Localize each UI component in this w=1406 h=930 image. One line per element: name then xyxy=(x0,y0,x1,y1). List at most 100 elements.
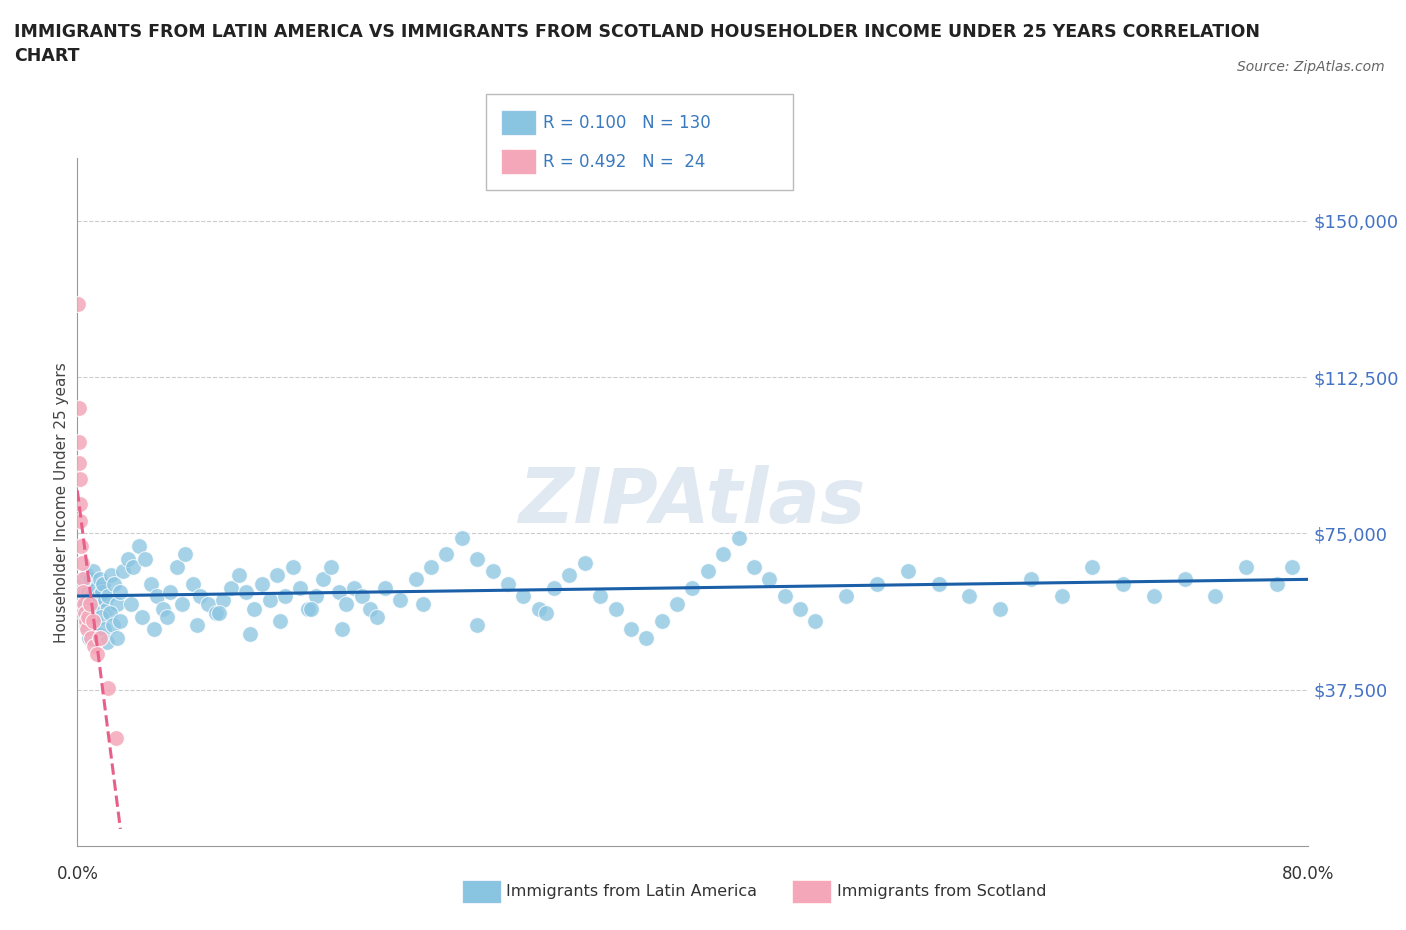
Point xyxy=(131,609,153,624)
Point xyxy=(100,567,122,582)
Point xyxy=(108,614,131,629)
Point xyxy=(105,597,128,612)
Point xyxy=(312,572,335,587)
Point xyxy=(319,560,342,575)
Point xyxy=(436,547,458,562)
Point xyxy=(96,634,118,649)
Point xyxy=(420,560,443,575)
Point xyxy=(120,597,142,612)
Point xyxy=(67,455,90,470)
Point xyxy=(1265,576,1288,591)
Text: R = 0.100   N = 130: R = 0.100 N = 130 xyxy=(543,113,710,132)
Point xyxy=(94,592,117,607)
Point xyxy=(146,589,169,604)
Point xyxy=(228,567,250,582)
Point xyxy=(155,609,177,624)
Point xyxy=(366,609,388,624)
Point xyxy=(789,601,811,616)
Point xyxy=(90,584,114,599)
Point xyxy=(536,605,558,620)
Point xyxy=(496,576,519,591)
Text: 0.0%: 0.0% xyxy=(56,865,98,884)
Point xyxy=(957,589,980,604)
Point xyxy=(266,567,288,582)
Point xyxy=(73,605,96,620)
Point xyxy=(412,597,434,612)
Y-axis label: Householder Income Under 25 years: Householder Income Under 25 years xyxy=(53,362,69,643)
Point xyxy=(72,584,94,599)
Point xyxy=(82,614,104,629)
Point xyxy=(465,551,488,566)
Point xyxy=(274,589,297,604)
Point xyxy=(152,601,174,616)
Point xyxy=(90,609,112,624)
Point xyxy=(117,551,139,566)
Text: R = 0.492   N =  24: R = 0.492 N = 24 xyxy=(543,153,704,171)
Text: ZIPAtlas: ZIPAtlas xyxy=(519,465,866,539)
Point xyxy=(335,597,357,612)
Text: Immigrants from Scotland: Immigrants from Scotland xyxy=(837,884,1046,899)
Point xyxy=(866,576,889,591)
Point xyxy=(512,589,534,604)
Point xyxy=(988,601,1011,616)
Point xyxy=(79,597,101,612)
Point xyxy=(481,564,503,578)
Text: 80.0%: 80.0% xyxy=(1281,865,1334,884)
Point xyxy=(328,584,350,599)
Point xyxy=(605,601,627,616)
Point xyxy=(620,622,643,637)
Point xyxy=(110,584,132,599)
Point xyxy=(299,601,322,616)
Point xyxy=(1281,560,1303,575)
Point xyxy=(82,564,104,578)
Point xyxy=(87,626,110,641)
Point xyxy=(134,551,156,566)
Point xyxy=(343,580,366,595)
Point xyxy=(204,605,226,620)
Point xyxy=(589,589,612,604)
Point xyxy=(105,631,128,645)
Point xyxy=(574,555,596,570)
Point xyxy=(112,564,135,578)
Point xyxy=(174,547,197,562)
Text: IMMIGRANTS FROM LATIN AMERICA VS IMMIGRANTS FROM SCOTLAND HOUSEHOLDER INCOME UND: IMMIGRANTS FROM LATIN AMERICA VS IMMIGRA… xyxy=(14,23,1260,65)
Point xyxy=(67,401,90,416)
Point xyxy=(405,572,427,587)
Point xyxy=(69,472,91,486)
Point xyxy=(121,560,143,575)
Point xyxy=(1019,572,1042,587)
Point xyxy=(212,592,235,607)
Point xyxy=(73,597,96,612)
Point xyxy=(636,631,658,645)
Point xyxy=(70,555,93,570)
Point xyxy=(70,576,93,591)
Point xyxy=(742,560,765,575)
Point xyxy=(450,530,472,545)
Point xyxy=(104,730,127,745)
Point xyxy=(651,614,673,629)
Point xyxy=(79,572,101,587)
Point xyxy=(758,572,780,587)
Point xyxy=(350,589,373,604)
Point xyxy=(1081,560,1104,575)
Point xyxy=(93,576,115,591)
Point xyxy=(89,631,111,645)
Point xyxy=(75,614,97,629)
Text: Source: ZipAtlas.com: Source: ZipAtlas.com xyxy=(1237,60,1385,74)
Point xyxy=(281,560,304,575)
Point xyxy=(77,584,100,599)
Point xyxy=(197,597,219,612)
Point xyxy=(72,605,94,620)
Point xyxy=(86,580,108,595)
Point xyxy=(186,618,208,632)
Point xyxy=(76,567,98,582)
Point xyxy=(67,434,90,449)
Point xyxy=(80,631,103,645)
Point xyxy=(1174,572,1197,587)
Point xyxy=(76,622,98,637)
Point xyxy=(83,639,105,654)
Point xyxy=(773,589,796,604)
Point xyxy=(70,538,93,553)
Point xyxy=(86,647,108,662)
Point xyxy=(166,560,188,575)
